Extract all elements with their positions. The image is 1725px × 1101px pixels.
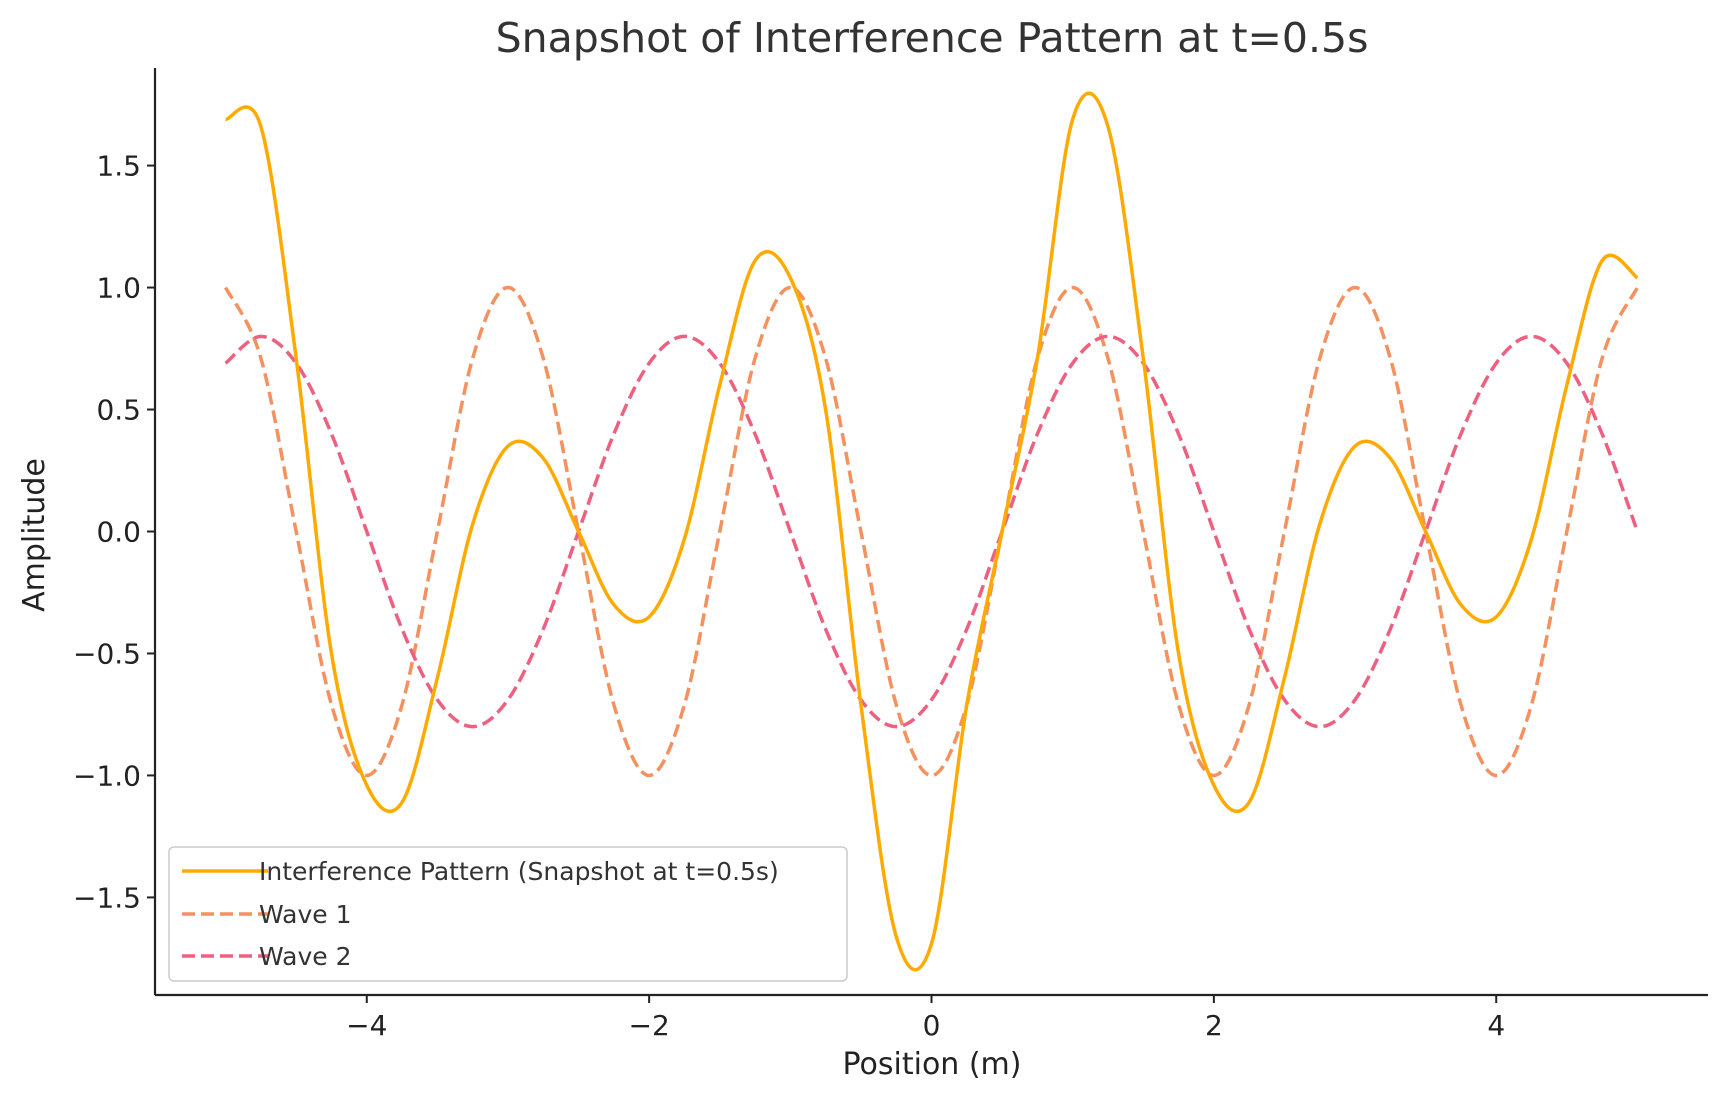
series-line-interference [225,91,1639,972]
legend-label-wave2: Wave 2 [259,942,351,971]
y-tick-label: 0.5 [96,394,141,427]
y-axis-label: Amplitude [17,458,52,612]
y-tick-label: 1.5 [96,150,141,183]
legend-label-interference: Interference Pattern (Snapshot at t=0.5s… [259,857,779,886]
x-axis-label: Position (m) [843,1047,1022,1082]
y-tick-label: −0.5 [73,637,141,670]
x-tick-label: 0 [923,1009,941,1042]
legend-label-wave1: Wave 1 [259,900,351,929]
y-tick-label: 1.0 [96,272,141,305]
series-line-wave2 [224,334,1640,729]
legend: Interference Pattern (Snapshot at t=0.5s… [168,846,848,982]
y-ticks: −1.5 −1.0 −0.5 0.0 0.5 1.0 1.5 [73,150,155,914]
chart-title: Snapshot of Interference Pattern at t=0.… [496,14,1369,62]
y-tick-label: −1.0 [73,759,141,792]
y-tick-label: −1.5 [73,881,141,914]
legend-frame [168,846,848,982]
series-line-wave1 [224,285,1639,778]
y-tick-label: 0.0 [96,516,141,549]
x-tick-label: 4 [1487,1009,1505,1042]
plot-area [224,91,1640,972]
x-tick-label: −4 [346,1009,387,1042]
x-ticks: −4 −2 0 2 4 [346,995,1505,1042]
x-tick-label: 2 [1205,1009,1223,1042]
x-tick-label: −2 [628,1009,669,1042]
